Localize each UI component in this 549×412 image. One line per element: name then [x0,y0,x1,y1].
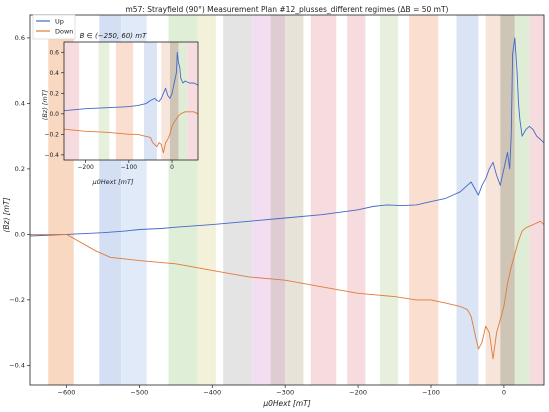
x-tick-label: −500 [130,389,148,397]
inset-regime-band [115,42,134,160]
y-tick-label: −0.2 [9,296,25,304]
inset-regime-band [161,42,170,160]
inset-y-tick-label: −0.2 [44,131,59,138]
y-tick-label: 0.2 [15,165,25,173]
x-tick-label: −600 [58,389,76,397]
y-tick-label: 0.0 [15,231,25,239]
x-tick-label: −400 [203,389,221,397]
legend-label-up: Up [55,18,64,26]
regime-band [310,15,337,385]
inset-series-up-line [64,51,198,112]
inset-x-tick-label: −200 [77,164,94,171]
inset-y-tick-label: −0.4 [44,152,59,159]
inset-y-axis-label: ⟨Bz⟩ [mT] [41,89,49,120]
regime-band [252,15,271,385]
regime-band [409,15,439,385]
inset-regime-band [187,42,198,160]
chart-title: m57: Strayfield (90°) Measurement Plan #… [126,5,449,14]
regime-band [529,15,544,385]
y-tick-label: −0.4 [9,362,25,370]
inset-y-tick-label: 0.6 [49,49,59,56]
regime-band [485,15,501,385]
legend-label-down: Down [55,28,73,36]
inset-x-tick-label: 0 [170,164,174,171]
series-up-line [30,37,544,237]
regime-band [285,15,304,385]
legend-box [32,14,76,40]
inset-regime-band [178,42,188,160]
x-tick-label: −300 [276,389,294,397]
x-tick-label: 0 [502,389,506,397]
inset-x-axis-label: μ0Hext [mT] [92,178,134,186]
inset-y-tick-label: 0.2 [49,90,59,97]
inset-plot-content [64,42,198,160]
inset-regime-band [98,42,110,160]
inset-title: B ∈ (−250, 60) mT [80,32,147,40]
inset-y-tick-label: 0.4 [49,70,59,77]
regime-band [500,15,515,385]
y-tick-label: 0.6 [15,34,25,42]
regime-band [379,15,399,385]
y-axis-label: ⟨Bz⟩ [mT] [2,197,11,232]
inset-y-tick-label: 0.0 [49,111,59,118]
inset-series-down-line [64,111,198,154]
x-tick-label: −100 [422,389,440,397]
y-tick-label: 0.4 [15,100,25,108]
inset-plot-frame [63,41,199,161]
regime-band [223,15,253,385]
series-down-line [30,220,544,360]
regime-band [456,15,479,385]
plot-frame [29,14,545,386]
x-tick-label: −200 [349,389,367,397]
inset-plot: −200 −100 0 −0.4 −0.2 0.0 0.2 0.4 0.6 [44,41,199,171]
legend: Up Down [32,14,76,40]
regime-band [197,15,216,385]
x-axis-label: μ0Hext [mT] [262,399,310,408]
inset-x-tick-label: −100 [121,164,138,171]
inset-regime-band [169,42,179,160]
inset-regime-band [64,42,80,160]
regime-band [270,15,286,385]
regime-band [347,15,366,385]
